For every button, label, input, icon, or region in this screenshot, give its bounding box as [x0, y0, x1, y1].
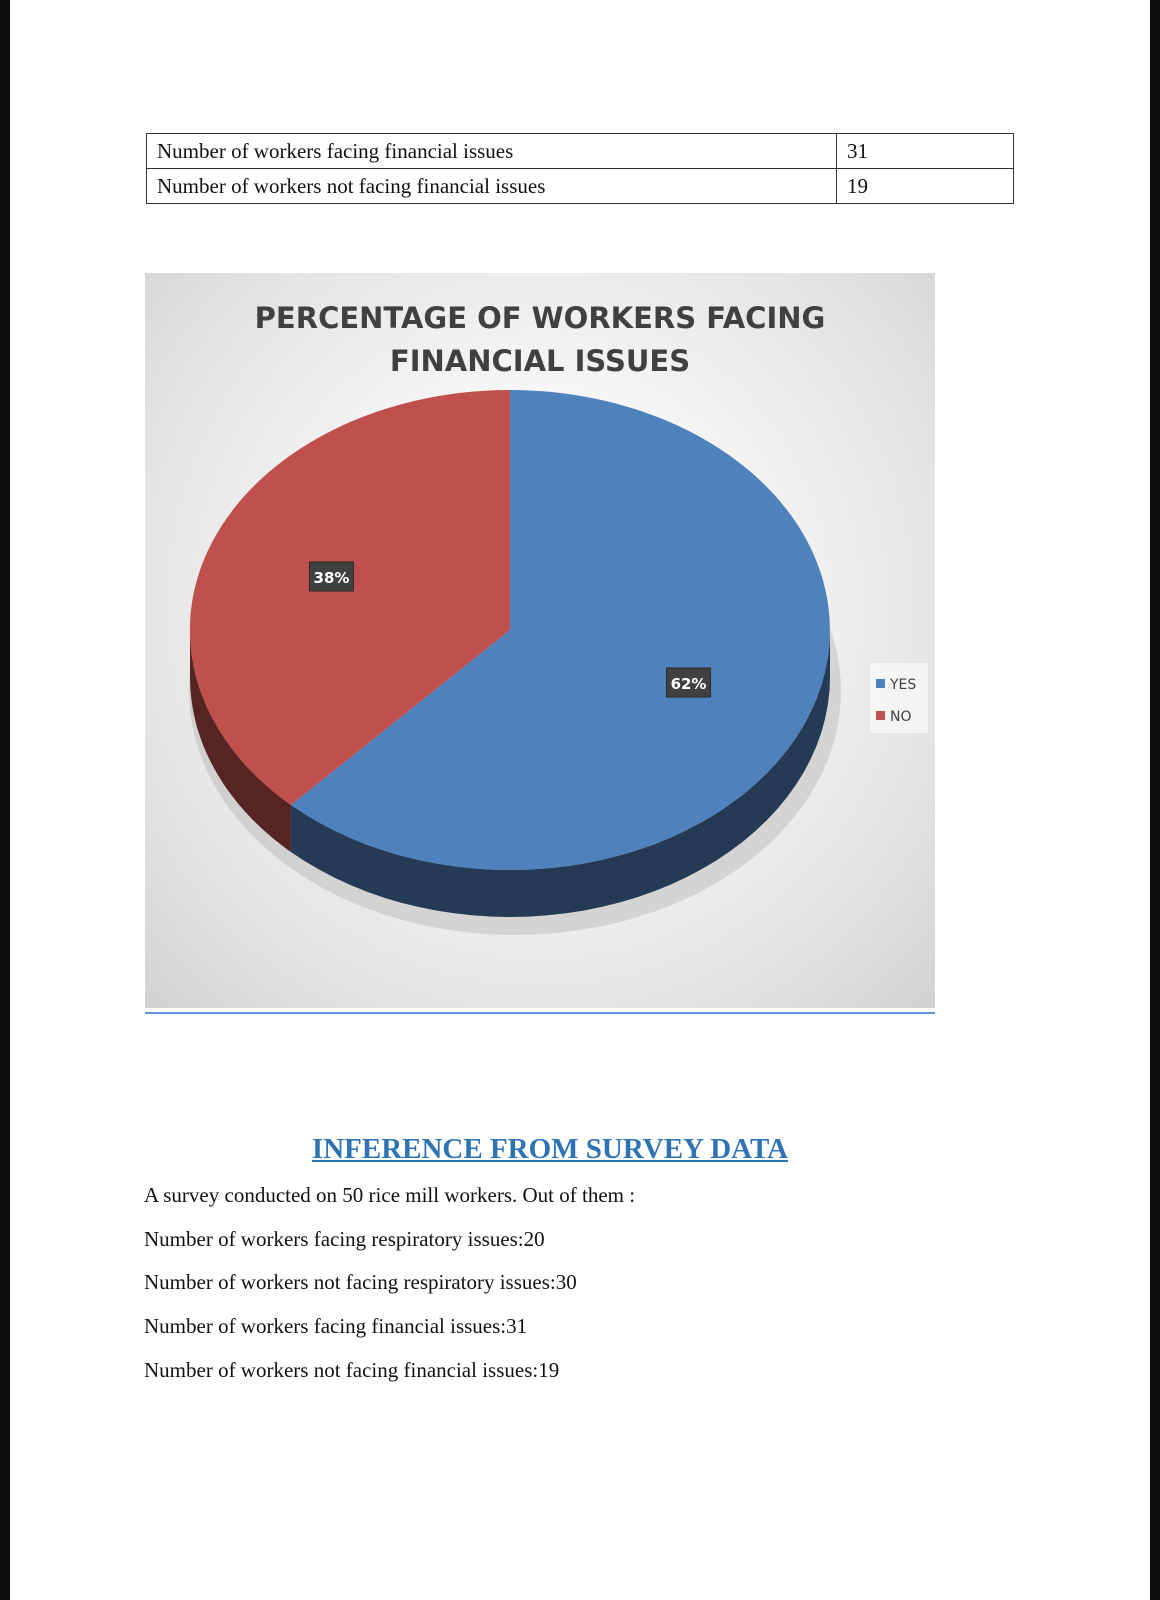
- inference-line: Number of workers facing respiratory iss…: [144, 1227, 545, 1251]
- financial-issues-table: Number of workers facing financial issue…: [146, 133, 1014, 204]
- legend-label: NO: [890, 709, 912, 725]
- pie-slice-no: [189, 390, 510, 805]
- legend-item-yes: YES: [876, 675, 916, 695]
- pie-chart-svg: 62% 38%: [189, 390, 841, 935]
- pie-slice-side-no: [190, 630, 291, 852]
- inference-heading: INFERENCE FROM SURVEY DATA: [311, 1133, 789, 1165]
- table-cell-label: Number of workers not facing financial i…: [146, 168, 837, 204]
- table-cell-label: Number of workers facing financial issue…: [146, 133, 837, 169]
- chart-title: PERCENTAGE OF WORKERS FACING FINANCIAL I…: [145, 297, 935, 383]
- data-label-no: 38%: [308, 561, 354, 592]
- legend-item-no: NO: [876, 707, 912, 727]
- inference-line: Number of workers not facing financial i…: [144, 1358, 560, 1382]
- chart-title-line: FINANCIAL ISSUES: [389, 344, 691, 378]
- data-label-text: 38%: [314, 569, 350, 587]
- table-row: Number of workers facing financial issue…: [146, 133, 1014, 169]
- inference-line: Number of workers facing financial issue…: [144, 1314, 528, 1338]
- legend-label: YES: [890, 677, 917, 693]
- chart-legend: YES NO: [870, 663, 928, 733]
- data-label-box: [308, 561, 354, 592]
- legend-swatch: [876, 711, 885, 720]
- chart-divider: [145, 1012, 935, 1014]
- table-row: Number of workers not facing financial i…: [146, 168, 1014, 204]
- data-label-text: 62%: [671, 675, 707, 693]
- document-page: Number of workers facing financial issue…: [10, 0, 1150, 1600]
- pie-slice-yes: [290, 390, 830, 870]
- inference-line: Number of workers not facing respiratory…: [144, 1270, 577, 1294]
- pie-slice-side-yes: [290, 630, 830, 917]
- table-cell-value: 31: [836, 133, 1014, 169]
- data-label-yes: 62%: [666, 667, 712, 698]
- chart-title-line: PERCENTAGE OF WORKERS FACING: [254, 301, 826, 335]
- inference-line: A survey conducted on 50 rice mill worke…: [144, 1183, 636, 1207]
- pie-chart: PERCENTAGE OF WORKERS FACING FINANCIAL I…: [145, 273, 935, 1008]
- legend-swatch: [876, 679, 885, 688]
- data-label-box: [666, 667, 712, 698]
- table-cell-value: 19: [836, 168, 1014, 204]
